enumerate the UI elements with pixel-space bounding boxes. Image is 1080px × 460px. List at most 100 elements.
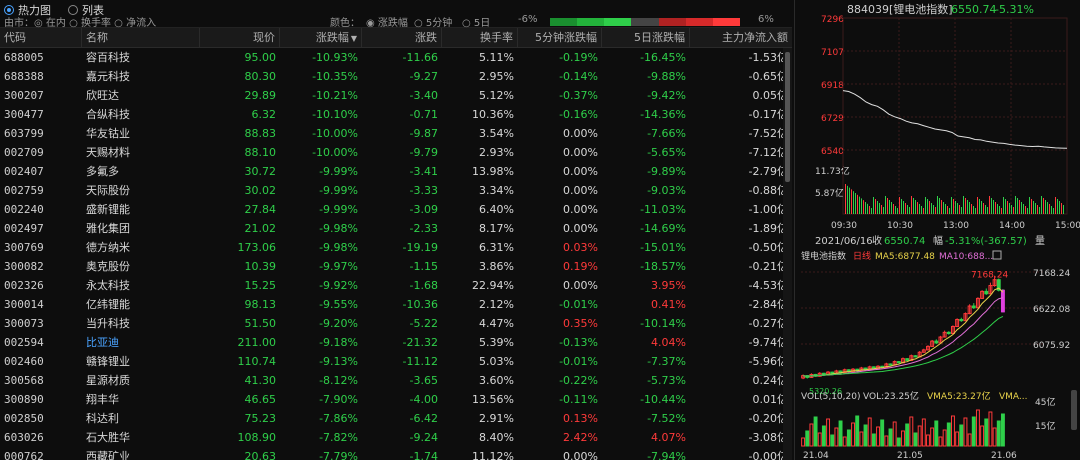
row-chg: -3.41: [409, 165, 438, 178]
intraday-vol-bar: [1021, 202, 1022, 214]
row-name: 盛新锂能: [86, 203, 130, 216]
col-code[interactable]: 代码: [0, 28, 82, 47]
row-code: 002460: [4, 355, 44, 368]
col-chg-pct-label: 涨跌幅: [315, 31, 349, 44]
table-row[interactable]: 688388 嘉元科技 80.30 -10.35% -9.27 2.95% -0.14% -9…: [0, 67, 792, 86]
row-chg-pct: -10.21%: [312, 89, 358, 102]
table-row[interactable]: 002240 盛新锂能 27.84 -9.99% -3.09 6.40% 0.00% -11.…: [0, 200, 792, 219]
intraday-vol-bar: [939, 198, 940, 214]
row-chg-pct: -9.98%: [319, 241, 358, 254]
col-5day[interactable]: 5日涨跌幅: [602, 28, 690, 47]
intraday-vol-bar: [881, 205, 882, 214]
table-row[interactable]: 603799 华友钴业 88.83 -10.00% -9.87 3.54% 0.00% -7.…: [0, 124, 792, 143]
daily-vol-bar: [921, 418, 926, 447]
row-5min: 0.00%: [563, 203, 598, 216]
table-row[interactable]: 300082 奥克股份 10.39 -9.97% -1.15 3.86% 0.19% -18.…: [0, 257, 792, 276]
index-charts-svg[interactable]: 884039[锂电池指数] 6550.74 -5.31% 7296 7107 691…: [795, 0, 1080, 460]
intraday-vol-tick: 5.87亿: [815, 187, 844, 199]
row-5day: -7.52%: [647, 412, 686, 425]
table-row[interactable]: 300014 亿纬锂能 98.13 -9.55% -10.36 2.12% -0.01% 0.…: [0, 295, 792, 314]
table-row[interactable]: 002759 天际股份 30.02 -9.99% -3.33 3.34% 0.00% -9.0…: [0, 181, 792, 200]
row-chg: -4.00: [409, 393, 438, 406]
intraday-vol-bar: [871, 208, 872, 214]
color-option-5min[interactable]: ○ 5分钟: [414, 18, 453, 29]
mode-heatmap[interactable]: 热力图: [4, 2, 51, 18]
col-net-inflow[interactable]: 主力净流入额: [722, 31, 788, 44]
daily-vol-bar: [951, 415, 955, 447]
col-chg-pct[interactable]: 涨跌幅 ▼: [280, 28, 362, 47]
intraday-vol-bar: [931, 203, 932, 214]
row-net-inflow: 0.01亿: [752, 393, 789, 406]
daily-vol-bar: [809, 423, 814, 447]
intraday-vol-bar: [913, 198, 914, 214]
intraday-vol-bar: [1057, 199, 1058, 214]
table-row[interactable]: 300207 欣旺达 29.89 -10.21% -3.40 5.12% -0.37% -9.…: [0, 86, 792, 105]
col-turnover[interactable]: 换手率: [442, 28, 518, 47]
mode-list[interactable]: 列表: [68, 2, 104, 18]
candle-body: [926, 345, 930, 351]
row-turnover: 2.91%: [479, 412, 514, 425]
filter-text[interactable]: 由市：◎ 在内 ○ 换手率 ○ 净流入: [4, 18, 157, 29]
row-5min: 0.00%: [563, 165, 598, 178]
daily-amp: -5.31%(-367.57): [945, 236, 1027, 247]
row-price: 30.02: [244, 184, 277, 197]
candle-body: [842, 369, 847, 374]
row-name: 华友钴业: [86, 127, 130, 140]
table-row[interactable]: 300568 星源材质 41.30 -8.12% -3.65 3.60% -0.22% -5.…: [0, 371, 792, 390]
daily-price-tick: 7168.24: [1033, 269, 1070, 279]
table-scrollbar[interactable]: [783, 48, 792, 460]
table-row[interactable]: 002460 赣锋锂业 110.74 -9.13% -11.12 5.03% -0.01% -…: [0, 352, 792, 371]
table-row[interactable]: 002594 比亚迪 211.00 -9.18% -21.32 5.39% -0.13% 4.…: [0, 333, 792, 352]
row-5min: 0.35%: [563, 317, 598, 330]
col-name[interactable]: 名称: [82, 28, 200, 47]
table-row[interactable]: 002497 雅化集团 21.02 -9.98% -2.33 8.17% 0.00% -14.…: [0, 219, 792, 238]
row-5day: 4.07%: [651, 431, 686, 444]
table-row[interactable]: 300890 翔丰华 46.65 -7.90% -4.00 13.56% -0.11% -10…: [0, 390, 792, 409]
row-chg: -9.87: [409, 127, 438, 140]
table-row[interactable]: 300073 当升科技 51.50 -9.20% -5.22 4.47% 0.35% -10.…: [0, 314, 792, 333]
table-row[interactable]: 002326 永太科技 15.25 -9.92% -1.68 22.94% 0.00% 3.9…: [0, 276, 792, 295]
intraday-vol-bar: [935, 207, 936, 214]
daily-vol-bar: [967, 433, 972, 447]
intraday-price-line: [842, 90, 1068, 149]
table-row[interactable]: 603026 石大胜华 108.90 -7.82% -9.24 8.40% 2.42% 4.0…: [0, 428, 792, 447]
table-row[interactable]: 002709 天赐材料 88.10 -10.00% -9.79 2.93% 0.00% -5.…: [0, 143, 792, 162]
table-row[interactable]: 688005 容百科技 95.00 -10.93% -11.66 5.11% -0.19% -…: [0, 48, 792, 67]
right-scrollbar-thumb[interactable]: [1071, 390, 1077, 430]
row-code: 300568: [4, 374, 44, 387]
intraday-vol-bar: [919, 204, 920, 214]
color-option-5day[interactable]: ○ 5日: [462, 18, 491, 29]
row-5min: 0.00%: [563, 184, 598, 197]
table-row[interactable]: 002407 多氟多 30.72 -9.99% -3.41 13.98% 0.00% -9.8…: [0, 162, 792, 181]
row-net-inflow: -1.89亿: [748, 222, 788, 235]
daily-vol-tick: 15亿: [1035, 420, 1055, 432]
row-5day: -10.44%: [640, 393, 686, 406]
row-5min: 0.00%: [563, 279, 598, 292]
table-row[interactable]: 002850 科达利 75.23 -7.86% -6.42 2.91% 0.13% -7.52…: [0, 409, 792, 428]
col-price[interactable]: 现价: [200, 28, 280, 47]
table-row[interactable]: 000762 西藏矿业 20.63 -7.79% -1.74 11.12% 0.00% -7.…: [0, 447, 792, 460]
daily-vol-bar: [805, 430, 810, 447]
intraday-vol-bar: [959, 205, 960, 214]
intraday-vol-bar: [877, 201, 878, 214]
col-5min[interactable]: 5分钟涨跌幅: [518, 28, 602, 47]
row-price: 46.65: [244, 393, 277, 406]
table-row[interactable]: 300769 德方纳米 173.06 -9.98% -19.19 6.31% 0.03% -1…: [0, 238, 792, 257]
row-5day: -9.03%: [647, 184, 686, 197]
daily-low-label: 5320.26: [809, 387, 842, 396]
intraday-vol-bar: [941, 200, 942, 214]
row-turnover: 5.11%: [479, 51, 514, 64]
daily-vol-bar: [817, 432, 822, 447]
intraday-vol-bar: [1055, 197, 1056, 214]
row-net-inflow: -7.52亿: [748, 127, 788, 140]
scrollbar-thumb[interactable]: [785, 52, 790, 182]
indicator-toggle-icon[interactable]: [992, 250, 1002, 260]
col-chg[interactable]: 涨跌: [362, 28, 442, 47]
intraday-vol-bar: [853, 191, 854, 214]
table-row[interactable]: 300477 合纵科技 6.32 -10.10% -0.71 10.36% -0.16% -1…: [0, 105, 792, 124]
intraday-vol-bar: [861, 198, 862, 214]
daily-vol-bar: [959, 424, 964, 447]
color-option-change[interactable]: ◉ 涨跌幅: [366, 18, 408, 29]
candle-body: [975, 297, 980, 309]
table-body: 688005 容百科技 95.00 -10.93% -11.66 5.11% -0.19% -…: [0, 48, 792, 460]
